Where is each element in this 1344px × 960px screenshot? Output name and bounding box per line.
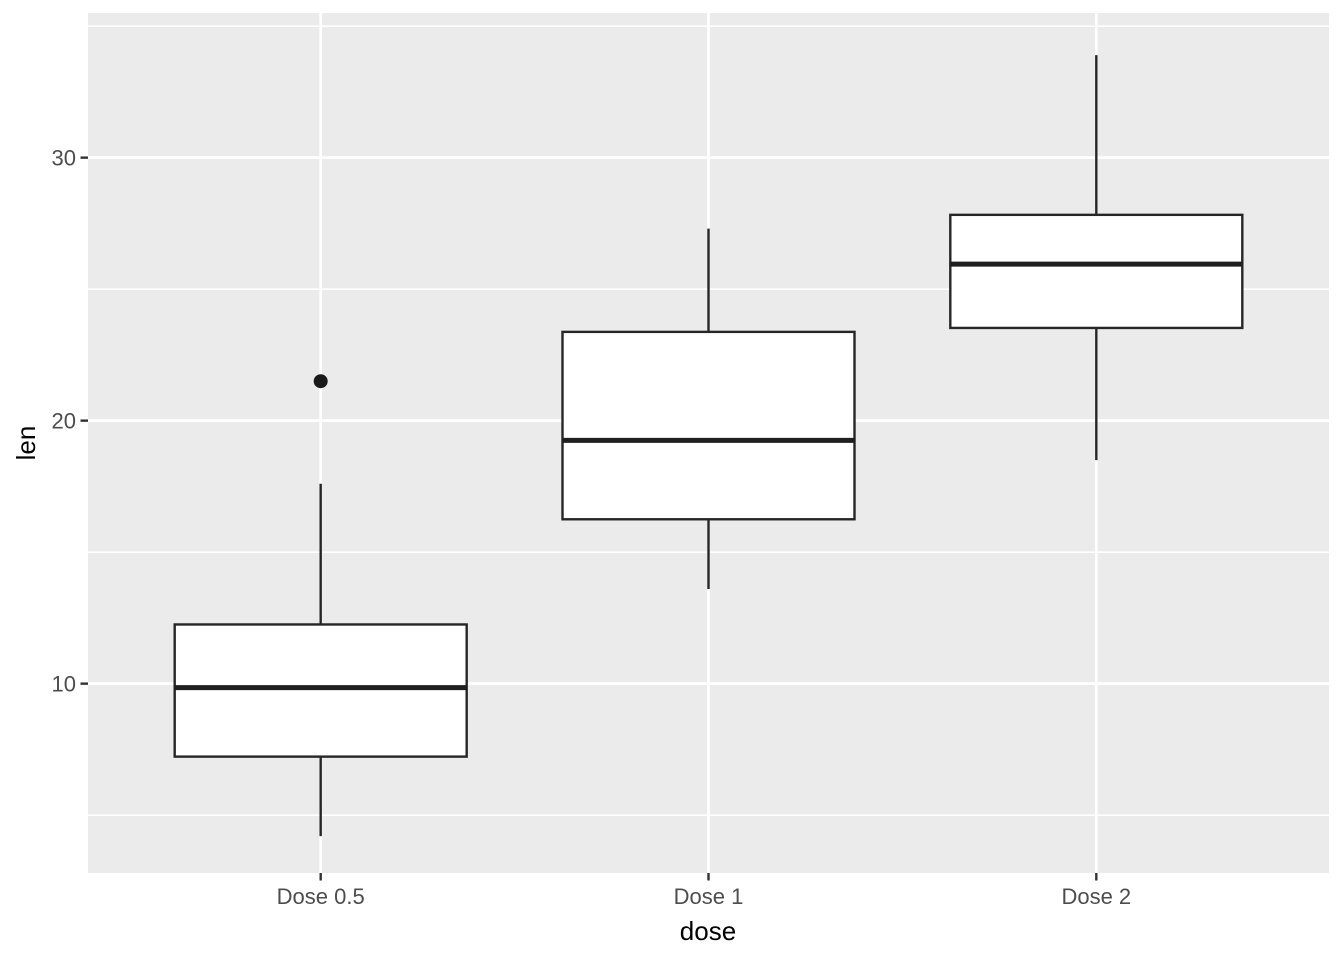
x-axis-title: dose: [679, 916, 737, 946]
y-axis-title: len: [11, 425, 41, 461]
y-tick-label: 10: [52, 672, 76, 697]
y-tick-label: 30: [52, 146, 76, 171]
x-tick-label: Dose 0.5: [277, 884, 365, 909]
x-tick-label: Dose 1: [674, 884, 744, 909]
boxplot-box: [561, 330, 856, 521]
y-tick-label: 20: [52, 409, 76, 434]
boxplot-box: [173, 623, 468, 758]
boxplot-box: [949, 213, 1244, 330]
outlier-point: [313, 374, 328, 389]
x-tick-label: Dose 2: [1061, 884, 1131, 909]
